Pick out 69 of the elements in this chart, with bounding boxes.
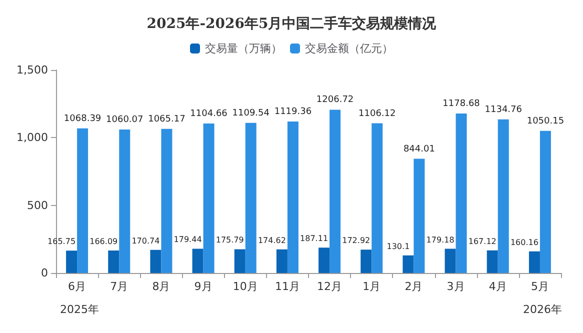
- bar: [276, 249, 288, 273]
- bar: [66, 250, 78, 273]
- chart-title: 2025年-2026年5月中国二手车交易规模情况: [146, 15, 438, 32]
- data-label: 1109.54: [232, 108, 270, 118]
- bar: [414, 158, 425, 273]
- data-label: 1178.68: [442, 98, 480, 109]
- bar: [372, 123, 383, 273]
- data-label: 179.18: [426, 235, 454, 244]
- bar: [161, 128, 172, 273]
- data-label: 174.62: [258, 236, 286, 245]
- bar: [245, 122, 256, 273]
- y-tick-label: 0: [41, 266, 48, 280]
- bar: [402, 255, 414, 273]
- x-tick-label: 4月: [488, 280, 507, 293]
- bar: [287, 122, 298, 273]
- data-label: 1060.07: [106, 115, 144, 126]
- data-label: 170.74: [132, 236, 160, 246]
- x-tick-label: 10月: [232, 280, 258, 293]
- x-tick-label: 8月: [152, 280, 170, 293]
- bar: [77, 128, 88, 273]
- data-label: 1050.15: [526, 116, 564, 126]
- data-label: 1104.66: [190, 109, 228, 120]
- x-tick-label: 2月: [404, 280, 423, 293]
- bar: [486, 250, 498, 273]
- data-label: 130.1: [386, 242, 410, 251]
- bar: [360, 250, 372, 273]
- data-label: 160.16: [510, 238, 538, 247]
- y-tick-label: 500: [27, 198, 48, 212]
- y-tick-label: 1,000: [16, 131, 48, 144]
- bar: [540, 130, 551, 273]
- bar: [330, 110, 341, 273]
- bar: [528, 251, 540, 273]
- x-tick-label: 7月: [110, 280, 128, 293]
- bar: [192, 248, 204, 273]
- bar: [318, 248, 330, 273]
- bar: [456, 113, 467, 273]
- data-label: 1134.76: [484, 104, 522, 115]
- data-label: 175.79: [216, 236, 244, 245]
- x-tick-label: 11月: [274, 280, 300, 293]
- bar: [444, 248, 456, 273]
- y-tick-label: 1,500: [16, 64, 48, 76]
- bar: [119, 130, 130, 273]
- x-tick-label: 6月: [68, 280, 86, 293]
- data-label: 172.92: [342, 236, 370, 246]
- text: 2026年: [522, 303, 562, 316]
- data-label: 167.12: [468, 236, 496, 246]
- x-tick-label: 12月: [317, 280, 342, 293]
- data-label: 187.11: [300, 234, 328, 244]
- data-label: 844.01: [403, 144, 435, 154]
- bar: [150, 250, 162, 273]
- data-label: 1068.39: [64, 114, 102, 124]
- data-label: 1119.36: [274, 107, 312, 118]
- legend-label: 交易金额（亿元）: [305, 42, 393, 55]
- x-tick-label: 5月: [530, 280, 549, 293]
- bar: [108, 250, 120, 273]
- data-label: 1206.72: [316, 95, 354, 106]
- x-tick-label: 1月: [362, 280, 381, 293]
- x-tick-label: 3月: [446, 280, 465, 293]
- data-label: 165.75: [48, 237, 76, 246]
- bar: [234, 249, 246, 273]
- data-label: 179.44: [174, 235, 202, 244]
- data-label: 1106.12: [358, 108, 396, 119]
- data-label: 166.09: [90, 237, 118, 246]
- bar: [203, 124, 214, 273]
- bar: [498, 119, 509, 273]
- legend-label: 交易量（万辆）: [205, 42, 282, 55]
- data-label: 1065.17: [148, 114, 186, 124]
- text: 2025年: [60, 303, 100, 316]
- x-tick-label: 9月: [194, 280, 212, 293]
